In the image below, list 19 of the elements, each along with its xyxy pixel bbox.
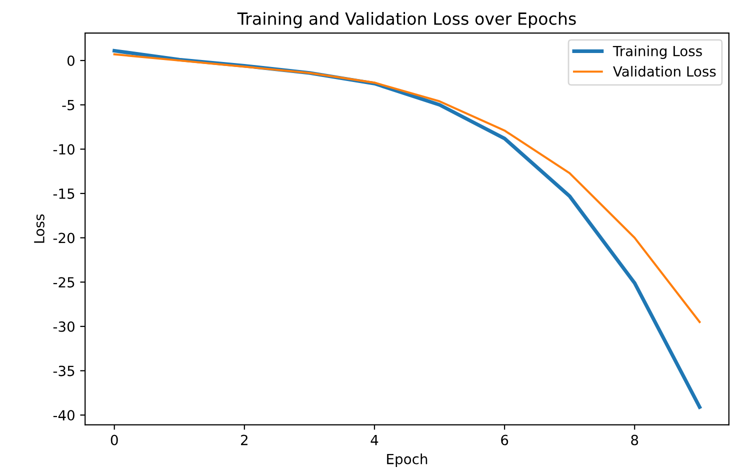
- y-tick-label: -30: [53, 321, 74, 332]
- y-tick-label: -35: [53, 366, 74, 376]
- legend-label: Validation Loss: [613, 66, 716, 77]
- x-tick-label: 6: [501, 434, 508, 446]
- chart-title: Training and Validation Loss over Epochs: [237, 12, 576, 28]
- y-tick-label: 0: [67, 55, 74, 66]
- y-tick-label: -20: [53, 232, 74, 244]
- y-tick-label: -10: [53, 144, 74, 155]
- y-tick-label: -5: [62, 100, 74, 110]
- y-tick-label: -25: [53, 277, 74, 288]
- y-axis-title: Loss: [34, 214, 44, 243]
- x-axis-title: Epoch: [387, 454, 428, 467]
- x-tick-label: 8: [631, 434, 638, 446]
- y-tick-label: -40: [53, 410, 74, 421]
- y-tick-label: -15: [53, 188, 74, 199]
- legend-label: Training Loss: [612, 46, 702, 59]
- x-tick-label: 0: [110, 434, 118, 446]
- x-tick-label: 4: [370, 434, 378, 446]
- x-tick-label: 2: [241, 434, 248, 446]
